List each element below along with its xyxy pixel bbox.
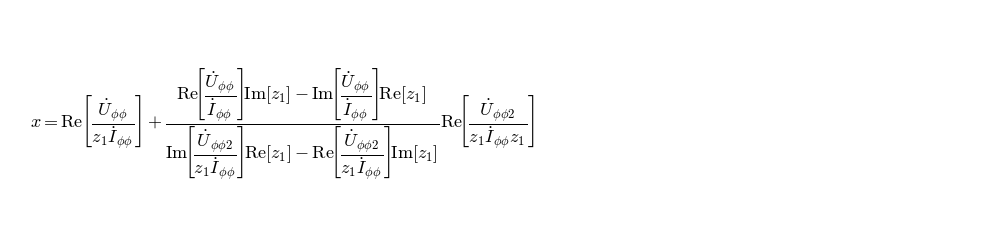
Text: $x = \mathrm{Re}\left[\dfrac{\dot{U}_{\phi\phi}}{z_1\dot{I}_{\phi\phi}}\right] +: $x = \mathrm{Re}\left[\dfrac{\dot{U}_{\p… <box>30 67 535 183</box>
